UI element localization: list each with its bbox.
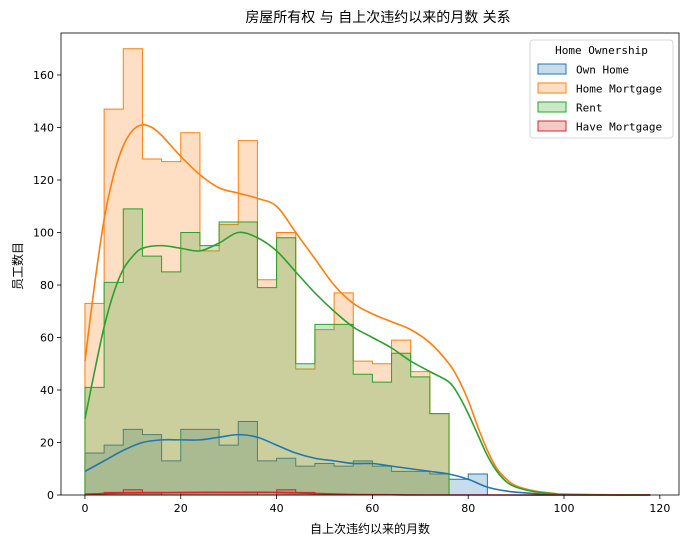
y-axis: 0 20 40 60 80 100 120 140 160 [33,69,61,502]
x-tick-label: 80 [461,502,475,515]
y-tick-label: 0 [47,489,54,502]
y-tick-label: 60 [40,332,54,345]
y-axis-label: 员工数目 [10,242,25,290]
legend-swatch [537,63,567,75]
x-tick-label: 20 [174,502,188,515]
legend-item-home-mortgage: Home Mortgage [537,82,662,96]
legend-swatch [537,82,567,94]
chart-title: 房屋所有权 与 自上次违约以来的月数 关系 [245,10,510,26]
y-tick-label: 100 [33,227,54,240]
legend-item-own-home: Own Home [537,63,629,77]
histogram-rent [84,208,488,496]
y-tick-label: 20 [40,437,54,450]
legend-label: Home Mortgage [576,83,662,96]
legend-swatch [537,101,567,113]
legend: Home Ownership Own Home Home Mortgage Rent… [529,39,674,139]
x-axis: 0 20 40 60 80 100 120 [81,495,670,515]
y-tick-label: 120 [33,174,54,187]
x-tick-label: 60 [365,502,379,515]
x-tick-label: 120 [649,502,670,515]
legend-swatch [537,120,567,132]
legend-label: Own Home [576,64,629,77]
x-tick-label: 0 [81,502,88,515]
kde-line-rent [84,231,651,496]
legend-item-have-mortgage: Have Mortgage [537,120,662,134]
plot-frame [60,32,680,496]
legend-label: Rent [576,102,603,115]
y-tick-label: 160 [33,69,54,82]
x-tick-label: 40 [270,502,284,515]
legend-title: Home Ownership [555,44,648,57]
legend-item-rent: Rent [537,101,603,115]
kde-line-home-mortgage [84,123,651,496]
y-tick-label: 40 [40,384,54,397]
series-rent [84,208,488,496]
x-tick-label: 100 [554,502,575,515]
y-tick-label: 140 [33,122,54,135]
kde-line-own-home [84,433,651,496]
x-axis-label: 自上次违约以来的月数 [310,521,430,536]
legend-label: Have Mortgage [576,121,662,134]
y-tick-label: 80 [40,279,54,292]
